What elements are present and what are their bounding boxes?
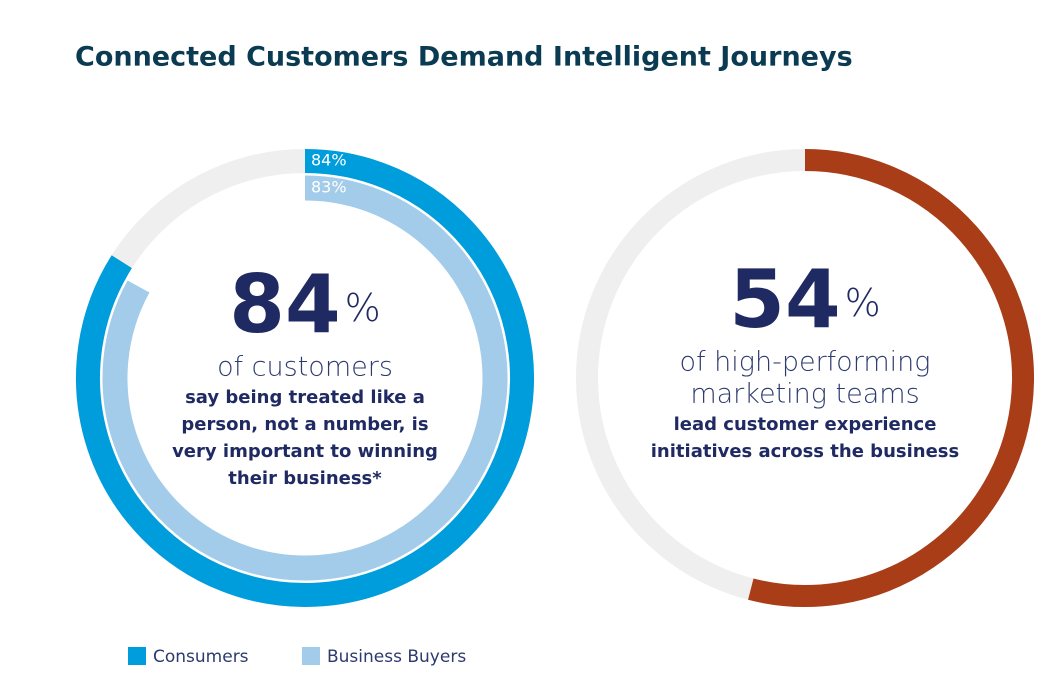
subtitle: of high-performing (680, 347, 931, 378)
legend-label: Consumers (153, 647, 249, 667)
subtitle: of customers (217, 352, 393, 383)
description: very important to winning (172, 441, 438, 462)
legend-swatch (302, 647, 320, 665)
subtitle: marketing teams (690, 379, 919, 410)
ring-arc (102, 175, 508, 581)
description: initiatives across the business (651, 441, 959, 462)
headline-unit: % (345, 286, 381, 330)
headline-unit: % (845, 281, 881, 325)
headline-number: 54 (729, 253, 840, 346)
description: lead customer experience (674, 414, 937, 435)
legend-swatch (128, 647, 146, 665)
headline: 84% (229, 258, 380, 351)
ring-label: 83% (311, 178, 347, 197)
headline: 54% (729, 253, 880, 346)
page-title: Connected Customers Demand Intelligent J… (75, 42, 853, 73)
description: say being treated like a (185, 387, 425, 408)
ring-label: 84% (311, 151, 347, 170)
legend-label: Business Buyers (327, 647, 466, 667)
ring-arc (748, 149, 1034, 607)
headline-number: 84 (229, 258, 340, 351)
description: their business* (228, 468, 382, 489)
ring-arc (76, 149, 534, 607)
description: person, not a number, is (181, 414, 428, 435)
